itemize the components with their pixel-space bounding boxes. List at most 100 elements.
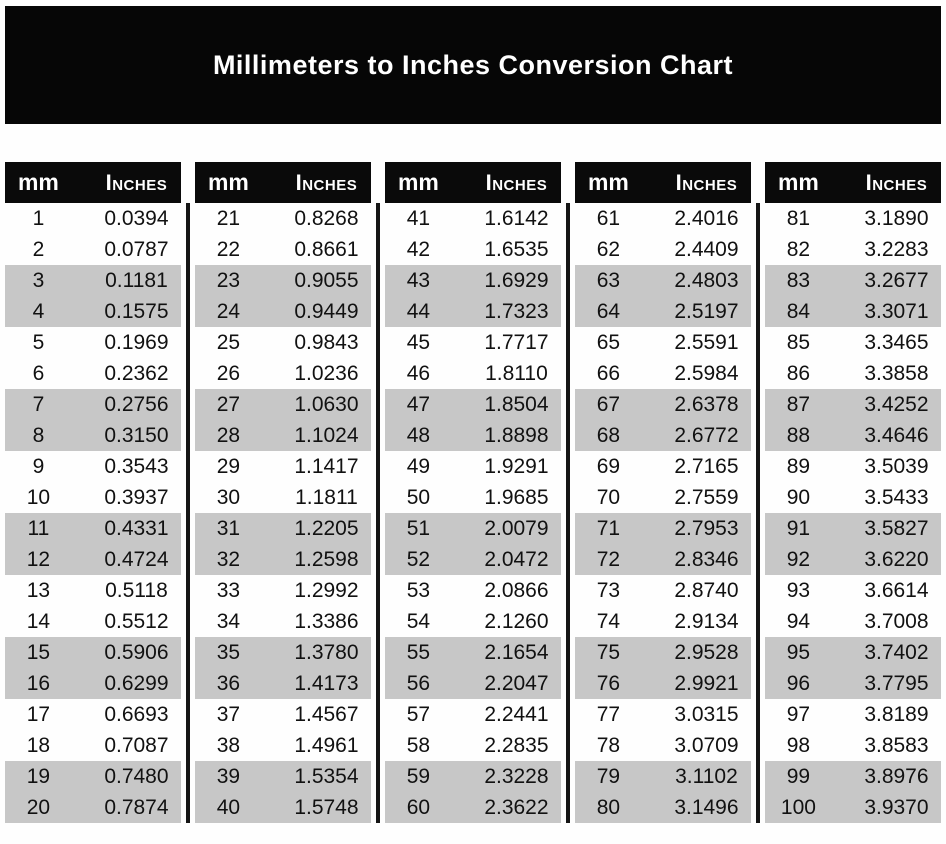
table-row: 44 1.7323: [385, 296, 561, 327]
inches-value: 2.3228: [484, 764, 549, 788]
mm-value: 46: [406, 361, 431, 385]
table-row: 92 3.6220: [765, 544, 941, 575]
inches-value: 2.7165: [674, 454, 739, 478]
table-rows: 41 1.6142 42 1.6535 43 1.6929 44 1.7323 45 1.7717…: [385, 203, 561, 823]
inches-value: 2.5984: [674, 361, 739, 385]
table-row: 19 0.7480: [5, 761, 181, 792]
table-divider: [186, 203, 190, 823]
inches-value: 1.2205: [294, 516, 359, 540]
inches-value: 1.5748: [294, 795, 359, 819]
mm-value: 54: [406, 609, 431, 633]
inches-value: 1.7323: [484, 299, 549, 323]
table-row: 64 2.5197: [575, 296, 751, 327]
mm-value: 78: [596, 733, 621, 757]
inches-value: 3.2677: [864, 268, 929, 292]
inches-value: 1.0630: [294, 392, 359, 416]
table-row: 34 1.3386: [195, 606, 371, 637]
conversion-table: mm Inches 41 1.6142 42 1.6535 43 1.6929 44 1.7323…: [385, 162, 561, 823]
mm-value: 64: [596, 299, 621, 323]
mm-column-header: mm: [587, 169, 629, 195]
inches-value: 3.7402: [864, 640, 929, 664]
mm-value: 85: [786, 330, 811, 354]
mm-value: 100: [780, 795, 816, 819]
table-header-row: mm Inches: [575, 162, 751, 203]
mm-value: 9: [32, 454, 45, 478]
mm-value: 87: [786, 392, 811, 416]
mm-value: 51: [406, 516, 431, 540]
inches-value: 2.0866: [484, 578, 549, 602]
inches-value: 2.4409: [674, 237, 739, 261]
mm-value: 69: [596, 454, 621, 478]
table-row: 31 1.2205: [195, 513, 371, 544]
mm-value: 43: [406, 268, 431, 292]
mm-value: 23: [216, 268, 241, 292]
table-row: 74 2.9134: [575, 606, 751, 637]
table-row: 12 0.4724: [5, 544, 181, 575]
inches-value: 3.8583: [864, 733, 929, 757]
mm-value: 81: [786, 206, 811, 230]
mm-value: 53: [406, 578, 431, 602]
mm-value: 2: [32, 237, 45, 261]
mm-value: 12: [26, 547, 51, 571]
inches-value: 2.7953: [674, 516, 739, 540]
table-row: 68 2.6772: [575, 420, 751, 451]
inches-value: 0.9055: [294, 268, 359, 292]
table-row: 46 1.8110: [385, 358, 561, 389]
mm-value: 50: [406, 485, 431, 509]
mm-value: 24: [216, 299, 241, 323]
inches-value: 1.9291: [484, 454, 549, 478]
page-title: Millimeters to Inches Conversion Chart: [212, 49, 734, 80]
inches-value: 2.9528: [674, 640, 739, 664]
inches-value: 2.5591: [674, 330, 739, 354]
mm-value: 5: [32, 330, 45, 354]
mm-value: 3: [32, 268, 45, 292]
inches-column-header: Inches: [485, 169, 548, 195]
table-row: 85 3.3465: [765, 327, 941, 358]
inches-column-header: Inches: [865, 169, 928, 195]
inches-value: 2.4016: [674, 206, 739, 230]
table-row: 39 1.5354: [195, 761, 371, 792]
mm-value: 25: [216, 330, 241, 354]
table-row: 66 2.5984: [575, 358, 751, 389]
table-row: 43 1.6929: [385, 265, 561, 296]
inches-value: 2.2441: [484, 702, 549, 726]
mm-value: 74: [596, 609, 621, 633]
table-row: 87 3.4252: [765, 389, 941, 420]
table-row: 98 3.8583: [765, 730, 941, 761]
table-row: 20 0.7874: [5, 792, 181, 823]
mm-value: 22: [216, 237, 241, 261]
mm-value: 19: [26, 764, 51, 788]
mm-value: 33: [216, 578, 241, 602]
table-row: 42 1.6535: [385, 234, 561, 265]
inches-value: 1.2598: [294, 547, 359, 571]
mm-value: 99: [786, 764, 811, 788]
inches-value: 0.6693: [104, 702, 169, 726]
mm-value: 65: [596, 330, 621, 354]
inches-value: 0.4724: [104, 547, 169, 571]
table-row: 10 0.3937: [5, 482, 181, 513]
table-row: 65 2.5591: [575, 327, 751, 358]
inches-value: 3.4252: [864, 392, 929, 416]
table-rows: 61 2.4016 62 2.4409 63 2.4803 64 2.5197 65 2.5591…: [575, 203, 751, 823]
table-row: 6 0.2362: [5, 358, 181, 389]
table-row: 38 1.4961: [195, 730, 371, 761]
inches-value: 0.7874: [104, 795, 169, 819]
mm-value: 49: [406, 454, 431, 478]
mm-value: 84: [786, 299, 811, 323]
inches-value: 3.3465: [864, 330, 929, 354]
table-row: 88 3.4646: [765, 420, 941, 451]
inches-value: 2.6772: [674, 423, 739, 447]
table-row: 37 1.4567: [195, 699, 371, 730]
table-row: 22 0.8661: [195, 234, 371, 265]
inches-value: 2.4803: [674, 268, 739, 292]
conversion-table: mm Inches 61 2.4016 62 2.4409 63 2.4803 64 2.5197…: [575, 162, 751, 823]
mm-value: 77: [596, 702, 621, 726]
inches-value: 2.8346: [674, 547, 739, 571]
mm-value: 62: [596, 237, 621, 261]
inches-value: 0.3150: [104, 423, 169, 447]
mm-value: 60: [406, 795, 431, 819]
inches-value: 1.6142: [484, 206, 549, 230]
mm-value: 76: [596, 671, 621, 695]
table-row: 41 1.6142: [385, 203, 561, 234]
